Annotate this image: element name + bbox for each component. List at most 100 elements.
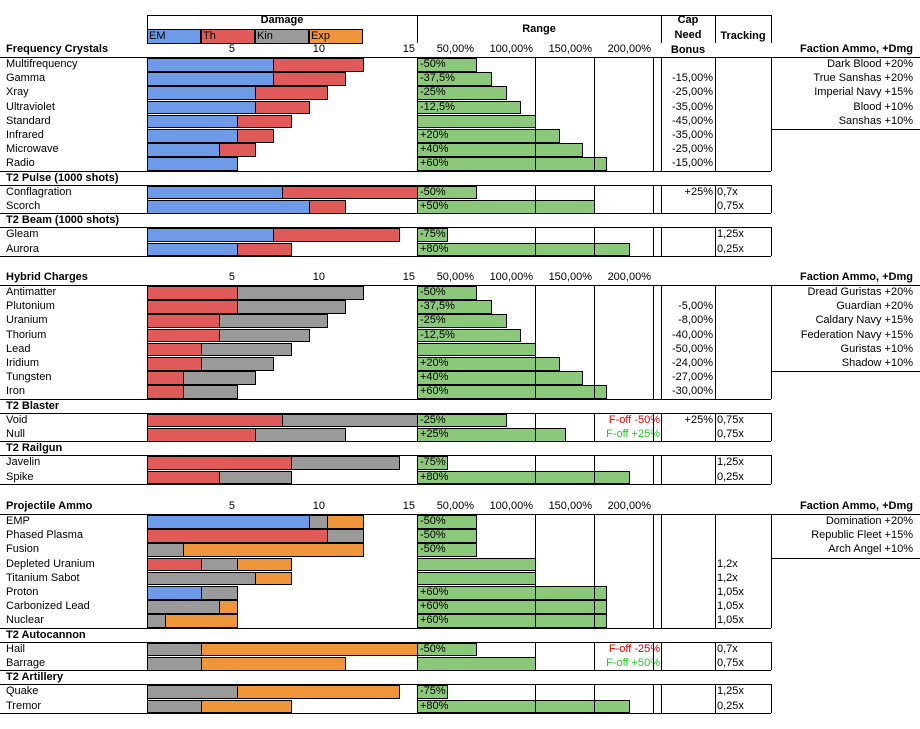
range-tick-label: 150,00% (548, 43, 592, 55)
damage-bar-kin (309, 515, 328, 529)
range-label: -50% (420, 185, 446, 198)
header-divider (771, 15, 772, 43)
cap-need-value: -25,00% (672, 86, 713, 99)
column-divider (661, 641, 662, 671)
range-gridline (535, 684, 536, 713)
damage-bar-em (147, 58, 274, 72)
falloff-note: F-off +25% (606, 428, 660, 440)
damage-bar-exp (201, 699, 292, 714)
range-gridline (653, 455, 654, 484)
damage-bar-kin (327, 529, 364, 543)
damage-bar-kin (255, 428, 346, 442)
range-gridline (594, 514, 595, 628)
range-gridline (535, 57, 536, 171)
damage-bar-kin (147, 657, 202, 671)
damage-bar-th (147, 342, 202, 357)
range-label: -50% (420, 543, 446, 556)
cap-need-value: -45,00% (672, 114, 713, 127)
range-label: -50% (420, 286, 446, 298)
faction-top-line (771, 285, 920, 286)
tracking-value: 1,25x (717, 228, 744, 241)
damage-bar-kin (147, 600, 220, 614)
damage-bar-th (237, 242, 292, 257)
damage-bar-em (147, 143, 220, 157)
range-gridline (594, 57, 595, 171)
faction-bottom-line (771, 371, 920, 373)
group-top-line (0, 285, 771, 286)
range-label: +60% (420, 600, 449, 613)
range-label: -75% (420, 456, 446, 469)
ammo-name: Gamma (6, 72, 46, 85)
ammo-name: Infrared (6, 129, 44, 141)
range-tick-label: 100,00% (489, 43, 533, 55)
group-bottom-line (0, 213, 771, 215)
column-divider (417, 455, 418, 484)
faction-ammo-item: Guardian +20% (836, 300, 913, 313)
range-label: -75% (420, 228, 446, 241)
ammo-name: Carbonized Lead (6, 600, 90, 613)
faction-ammo-item: Shadow +10% (841, 357, 913, 369)
faction-ammo-item: Republic Fleet +15% (811, 529, 913, 542)
range-label: +60% (420, 614, 449, 627)
range-label: +60% (420, 586, 449, 598)
falloff-note: F-off -50% (608, 413, 660, 426)
damage-bar-kin (147, 642, 202, 657)
range-tick-label: 200,00% (607, 43, 651, 55)
range-tick-label: 50,00% (436, 271, 474, 283)
damage-tick-label: 10 (312, 271, 325, 283)
ammo-name: Titanium Sabot (6, 571, 80, 584)
damage-bar-exp (201, 642, 418, 657)
range-label: +20% (420, 357, 449, 369)
damage-bar-exp (255, 571, 292, 586)
header-divider (715, 15, 716, 43)
damage-bar-exp (183, 543, 364, 558)
cap-need-value: -35,00% (672, 100, 713, 113)
cap-need-value: +25% (684, 185, 713, 198)
faction-header: Faction Ammo, +Dmg (800, 43, 913, 55)
group-bottom-line (0, 483, 771, 485)
group-top-line (0, 641, 771, 643)
column-divider (771, 412, 772, 442)
range-label: +50% (420, 200, 449, 212)
range-label: -25% (420, 86, 446, 99)
range-tick-label: 100,00% (489, 271, 533, 283)
section-title: Projectile Ammo (6, 500, 93, 512)
ammo-name: Antimatter (6, 286, 57, 298)
column-divider (661, 684, 662, 713)
damage-bar-em (147, 72, 274, 86)
tracking-value: 1,05x (717, 586, 744, 598)
column-divider (661, 57, 662, 171)
damage-bar-th (273, 72, 346, 86)
damage-bar-th (147, 428, 256, 442)
damage-bar-em (147, 515, 310, 529)
damage-bar-kin (291, 456, 400, 471)
ammo-name: Lead (6, 342, 31, 355)
range-label: -37,5% (420, 300, 455, 313)
range-gridline (653, 412, 654, 442)
faction-ammo-item: Blood +10% (853, 100, 913, 113)
column-divider (715, 227, 716, 256)
damage-bar-kin (183, 385, 238, 400)
section-title: Frequency Crystals (6, 43, 109, 55)
damage-bar-kin (183, 371, 256, 385)
column-divider (771, 57, 772, 171)
tracking-value: 1,05x (717, 600, 744, 613)
damage-bar-th (273, 228, 400, 243)
damage-bar-em (147, 114, 238, 129)
damage-bar-exp (237, 557, 292, 572)
group-bottom-line (0, 170, 771, 172)
ammo-name: Plutonium (6, 300, 55, 313)
tracking-value: 1,2x (717, 557, 738, 570)
damage-bar-kin (147, 685, 238, 700)
range-label: -50% (420, 642, 446, 655)
range-bar (417, 114, 536, 129)
range-gridline (594, 455, 595, 484)
cap-need-value: -35,00% (672, 129, 713, 141)
falloff-note: F-off +50% (606, 657, 660, 669)
group-title: T2 Blaster (6, 399, 60, 412)
range-gridline (653, 641, 654, 671)
range-gridline (535, 455, 536, 484)
damage-tick-label: 10 (312, 43, 325, 55)
ammo-name: Iridium (6, 357, 40, 369)
header-divider (661, 15, 662, 43)
